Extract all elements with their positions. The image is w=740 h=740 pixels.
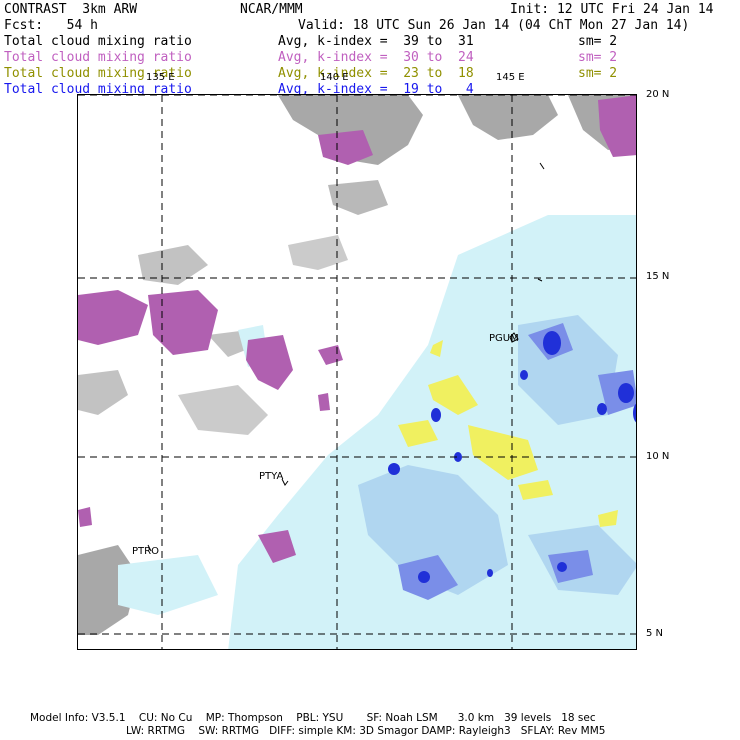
lon-label-145: 145 E <box>496 72 525 83</box>
center-name: NCAR/MMM <box>240 2 303 17</box>
forecast-hour: Fcst: 54 h <box>4 18 98 33</box>
legend-field-1: Total cloud mixing ratio <box>4 34 192 49</box>
coastlines <box>147 162 545 552</box>
lat-label-10: 10 N <box>646 451 670 462</box>
cloud-field-map <box>78 95 636 649</box>
legend-range-4: Avg, k-index = 19 to 4 <box>278 82 474 97</box>
lon-label-135: 135 E <box>146 72 175 83</box>
legend-sm-3: sm= 2 <box>578 66 618 81</box>
model-title: CONTRAST 3km ARW <box>4 2 138 17</box>
legend-range-3: Avg, k-index = 23 to 18 <box>278 66 474 81</box>
model-info-line1: Model Info: V3.5.1 CU: No Cu MP: Thompso… <box>30 712 596 724</box>
model-info-line2: LW: RRTMG SW: RRTMG DIFF: simple KM: 3D … <box>126 725 606 737</box>
map-panel: PGUM PTYA PTRO <box>77 94 637 650</box>
legend-field-3: Total cloud mixing ratio <box>4 66 192 81</box>
blue-cloud-layer <box>118 215 636 649</box>
valid-time: Valid: 18 UTC Sun 26 Jan 14 (04 ChT Mon … <box>298 18 690 33</box>
lat-label-5: 5 N <box>646 628 664 639</box>
lon-label-140: 140 E <box>320 72 349 83</box>
legend-field-2: Total cloud mixing ratio <box>4 50 192 65</box>
dark-blue-cores <box>388 331 636 583</box>
yellow-cloud-layer <box>398 340 618 527</box>
init-time: Init: 12 UTC Fri 24 Jan 14 <box>510 2 714 17</box>
legend-range-2: Avg, k-index = 30 to 24 <box>278 50 474 65</box>
legend-field-4: Total cloud mixing ratio <box>4 82 192 97</box>
station-ptro: PTRO <box>132 546 159 557</box>
lat-label-15: 15 N <box>646 271 670 282</box>
legend-sm-1: sm= 2 <box>578 34 618 49</box>
station-ptya: PTYA <box>259 471 284 482</box>
legend-sm-2: sm= 2 <box>578 50 618 65</box>
legend-range-1: Avg, k-index = 39 to 31 <box>278 34 474 49</box>
graticule <box>78 95 636 649</box>
lat-label-20: 20 N <box>646 89 670 100</box>
station-pgum: PGUM <box>489 333 519 344</box>
